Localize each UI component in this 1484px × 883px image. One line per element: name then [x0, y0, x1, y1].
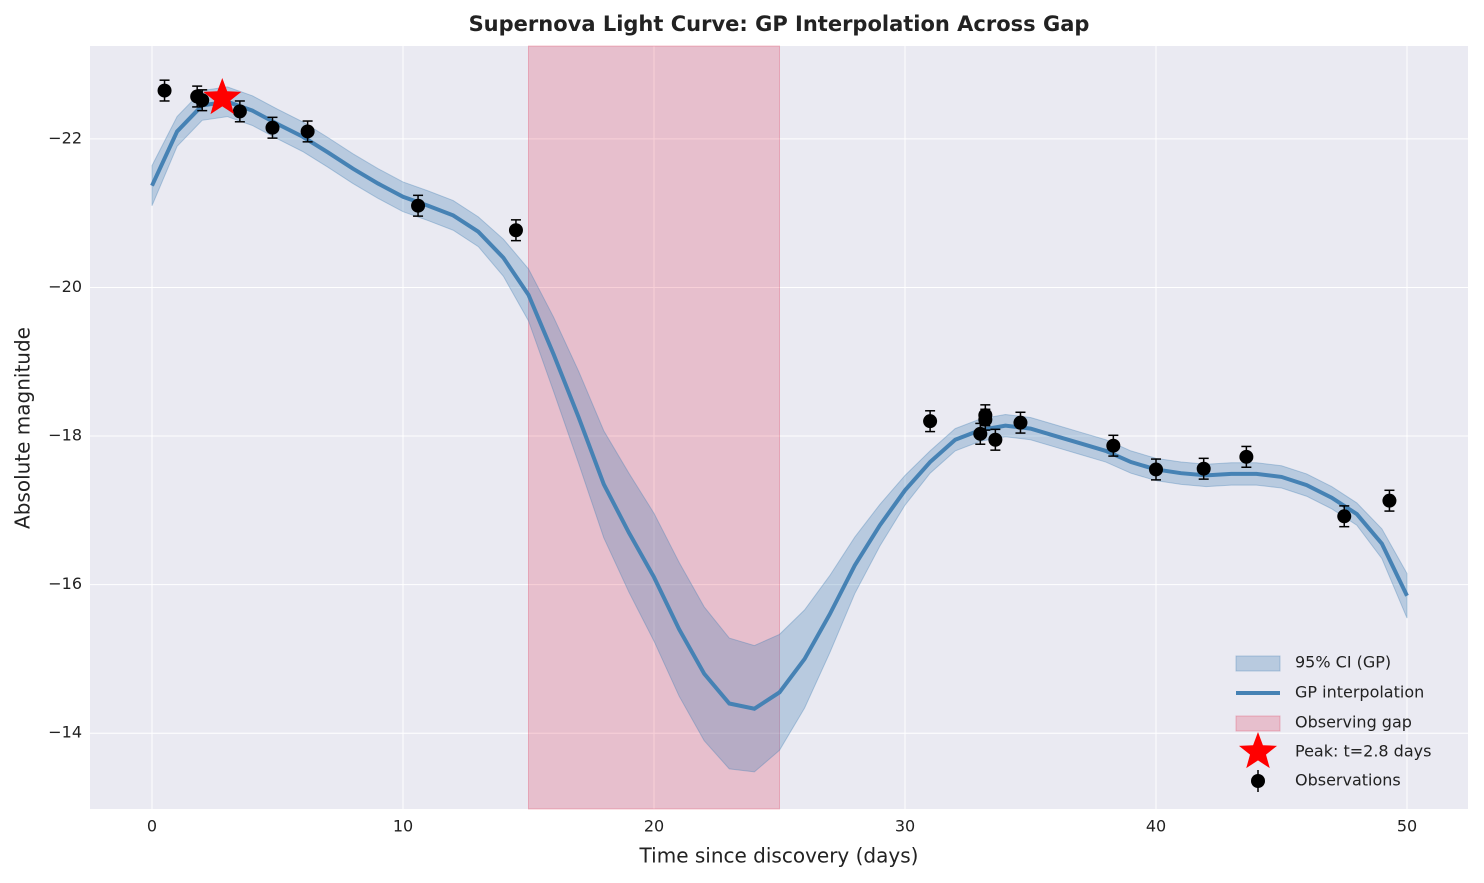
observation [300, 124, 315, 139]
observation [265, 120, 280, 135]
legend-swatch [1251, 774, 1265, 788]
legend-swatch [1235, 715, 1281, 732]
x-tick-label: 50 [1397, 817, 1417, 836]
x-tick-label: 40 [1146, 817, 1166, 836]
chart-title: Supernova Light Curve: GP Interpolation … [469, 12, 1090, 36]
observation [978, 408, 993, 423]
observation [988, 432, 1003, 447]
x-tick-label: 0 [147, 817, 157, 836]
peak-star [203, 78, 242, 115]
y-tick-label: −18 [48, 426, 82, 445]
observation [232, 104, 247, 119]
legend: 95% CI (GP) GP interpolation Observing gap… [1235, 653, 1431, 792]
observation [1239, 449, 1254, 464]
x-tick-label: 30 [895, 817, 915, 836]
plot-background [90, 46, 1468, 809]
legend-swatch [1235, 655, 1281, 672]
legend-label: Observing gap [1295, 713, 1412, 732]
observation [1106, 438, 1121, 453]
y-tick-label: −20 [48, 277, 82, 296]
observation [508, 223, 523, 238]
observation [1149, 462, 1164, 477]
observation [1337, 509, 1352, 524]
observation [1196, 461, 1211, 476]
legend-swatch [1238, 732, 1278, 769]
x-tick-label: 10 [393, 817, 413, 836]
ci-band [151, 86, 1408, 773]
legend-label: Observations [1295, 771, 1401, 790]
gp-line [150, 99, 1409, 711]
observation [1382, 493, 1397, 508]
legend-label: Peak: t=2.8 days [1295, 742, 1431, 761]
observation [411, 198, 426, 213]
observation [195, 93, 210, 108]
marks [150, 45, 1409, 810]
observing-gap [528, 45, 781, 810]
legend-label: 95% CI (GP) [1295, 653, 1391, 672]
observation [1013, 415, 1028, 430]
legend-label: GP interpolation [1295, 683, 1424, 702]
observation [923, 414, 938, 429]
observation [157, 83, 172, 98]
y-tick-label: −14 [48, 723, 82, 742]
x-tick-label: 20 [644, 817, 664, 836]
y-axis-label: Absolute magnitude [11, 327, 35, 529]
y-tick-label: −22 [48, 128, 82, 147]
x-axis-label: Time since discovery (days) [639, 844, 919, 868]
grid [90, 46, 1468, 809]
y-tick-label: −16 [48, 574, 82, 593]
